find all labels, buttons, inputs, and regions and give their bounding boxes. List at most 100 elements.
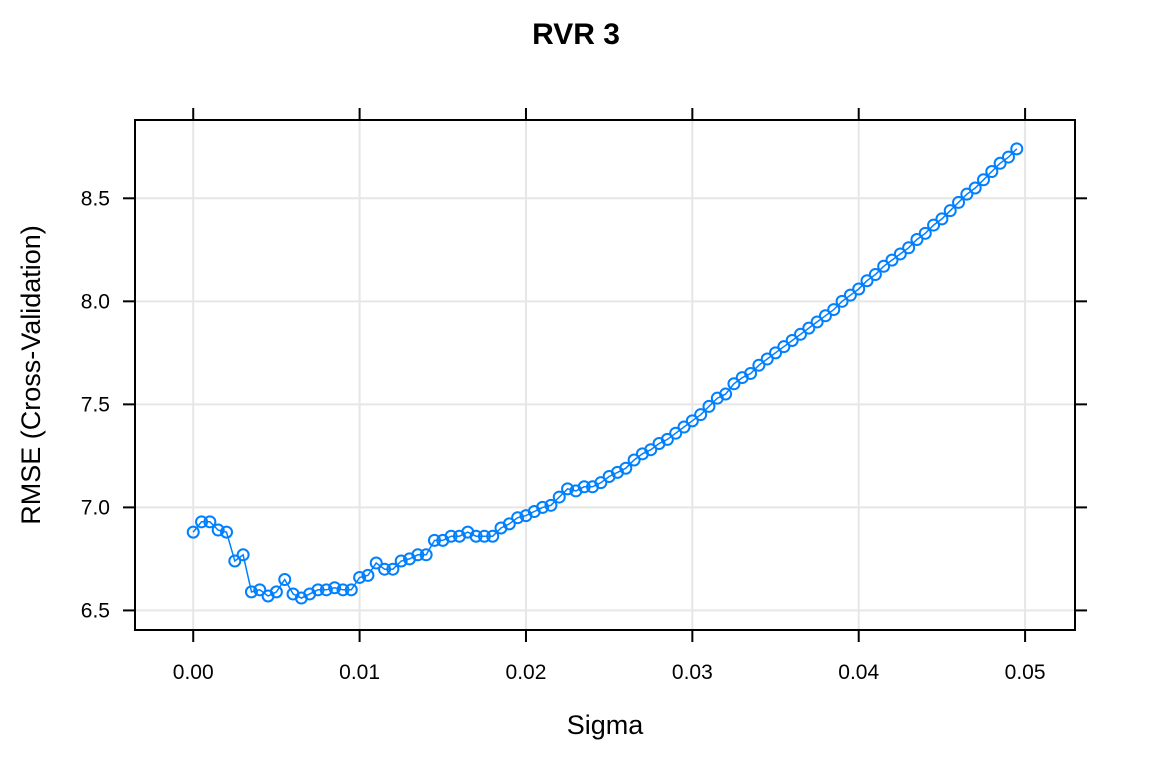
data-point <box>694 408 708 422</box>
data-point <box>793 327 807 341</box>
data-point <box>976 173 990 187</box>
x-tick-label: 0.01 <box>339 661 380 684</box>
data-point <box>244 585 258 599</box>
data-point <box>993 156 1007 170</box>
data-point <box>211 523 225 537</box>
data-point <box>677 420 691 434</box>
data-point <box>328 581 342 595</box>
data-point <box>444 529 458 543</box>
data-point <box>802 321 816 335</box>
data-point <box>835 294 849 308</box>
data-point <box>469 529 483 543</box>
data-point <box>960 187 974 201</box>
x-tick-label: 0.03 <box>672 661 713 684</box>
data-point <box>760 352 774 366</box>
x-axis-ticks: 0.00 0.01 0.02 0.03 0.04 0.05 <box>173 108 1046 684</box>
x-axis-label: Sigma <box>567 710 645 740</box>
series-line <box>192 148 1018 599</box>
data-point <box>669 426 683 440</box>
data-point <box>968 181 982 195</box>
data-point <box>927 218 941 232</box>
data-point <box>552 490 566 504</box>
data-point <box>311 583 325 597</box>
data-point <box>935 212 949 226</box>
data-point <box>910 233 924 247</box>
data-point <box>719 387 733 401</box>
data-point <box>852 282 866 296</box>
data-point <box>702 399 716 413</box>
data-point <box>877 259 891 273</box>
data-point <box>253 583 267 597</box>
data-point <box>918 226 932 240</box>
series-polyline <box>192 148 1018 599</box>
data-point <box>195 515 209 529</box>
data-point <box>660 432 674 446</box>
data-point <box>419 548 433 562</box>
data-point <box>386 562 400 576</box>
data-point <box>394 554 408 568</box>
data-point <box>827 303 841 317</box>
data-point <box>685 414 699 428</box>
data-point <box>544 498 558 512</box>
data-point <box>810 315 824 329</box>
data-point <box>594 476 608 490</box>
data-point <box>319 583 333 597</box>
data-point <box>985 165 999 179</box>
data-point <box>228 554 242 568</box>
data-point <box>744 366 758 380</box>
data-point <box>536 500 550 514</box>
data-point <box>752 358 766 372</box>
data-point <box>378 562 392 576</box>
y-axis-ticks: 6.5 7.0 7.5 8.0 8.5 <box>81 187 1087 622</box>
data-point <box>943 204 957 218</box>
data-point <box>561 482 575 496</box>
data-point <box>361 568 375 582</box>
x-tick-label: 0.02 <box>506 661 547 684</box>
y-axis-label: RMSE (Cross-Validation) <box>16 225 46 525</box>
y-tick-label: 7.0 <box>81 496 110 519</box>
data-point <box>336 583 350 597</box>
data-point <box>236 548 250 562</box>
data-point <box>186 525 200 539</box>
y-tick-label: 8.5 <box>81 187 110 210</box>
data-point <box>577 480 591 494</box>
data-point <box>369 556 383 570</box>
y-tick-label: 7.5 <box>81 393 110 416</box>
x-tick-label: 0.00 <box>173 661 214 684</box>
data-point <box>411 548 425 562</box>
data-point <box>1001 150 1015 164</box>
data-point <box>777 340 791 354</box>
data-point <box>785 333 799 347</box>
plot-frame <box>134 119 1076 631</box>
data-point <box>818 309 832 323</box>
data-point <box>860 274 874 288</box>
data-point <box>1010 142 1024 156</box>
data-point <box>769 346 783 360</box>
data-point <box>902 241 916 255</box>
data-point <box>344 583 358 597</box>
data-point <box>885 253 899 267</box>
data-point <box>868 268 882 282</box>
data-point <box>619 461 633 475</box>
data-point <box>952 195 966 209</box>
data-point <box>843 288 857 302</box>
data-point <box>353 570 367 584</box>
series-markers <box>186 142 1024 605</box>
y-tick-label: 6.5 <box>81 599 110 622</box>
data-point <box>486 529 500 543</box>
data-point <box>511 511 525 525</box>
data-point <box>203 515 217 529</box>
y-tick-label: 8.0 <box>81 290 110 313</box>
data-point <box>278 573 292 587</box>
chart-title: RVR 3 <box>532 18 620 51</box>
data-point <box>644 443 658 457</box>
data-point <box>893 247 907 261</box>
data-point <box>727 377 741 391</box>
x-tick-label: 0.04 <box>838 661 879 684</box>
data-point <box>477 529 491 543</box>
data-point <box>220 525 234 539</box>
data-point <box>427 533 441 547</box>
x-tick-label: 0.05 <box>1005 661 1046 684</box>
grid-lines <box>135 120 1075 630</box>
